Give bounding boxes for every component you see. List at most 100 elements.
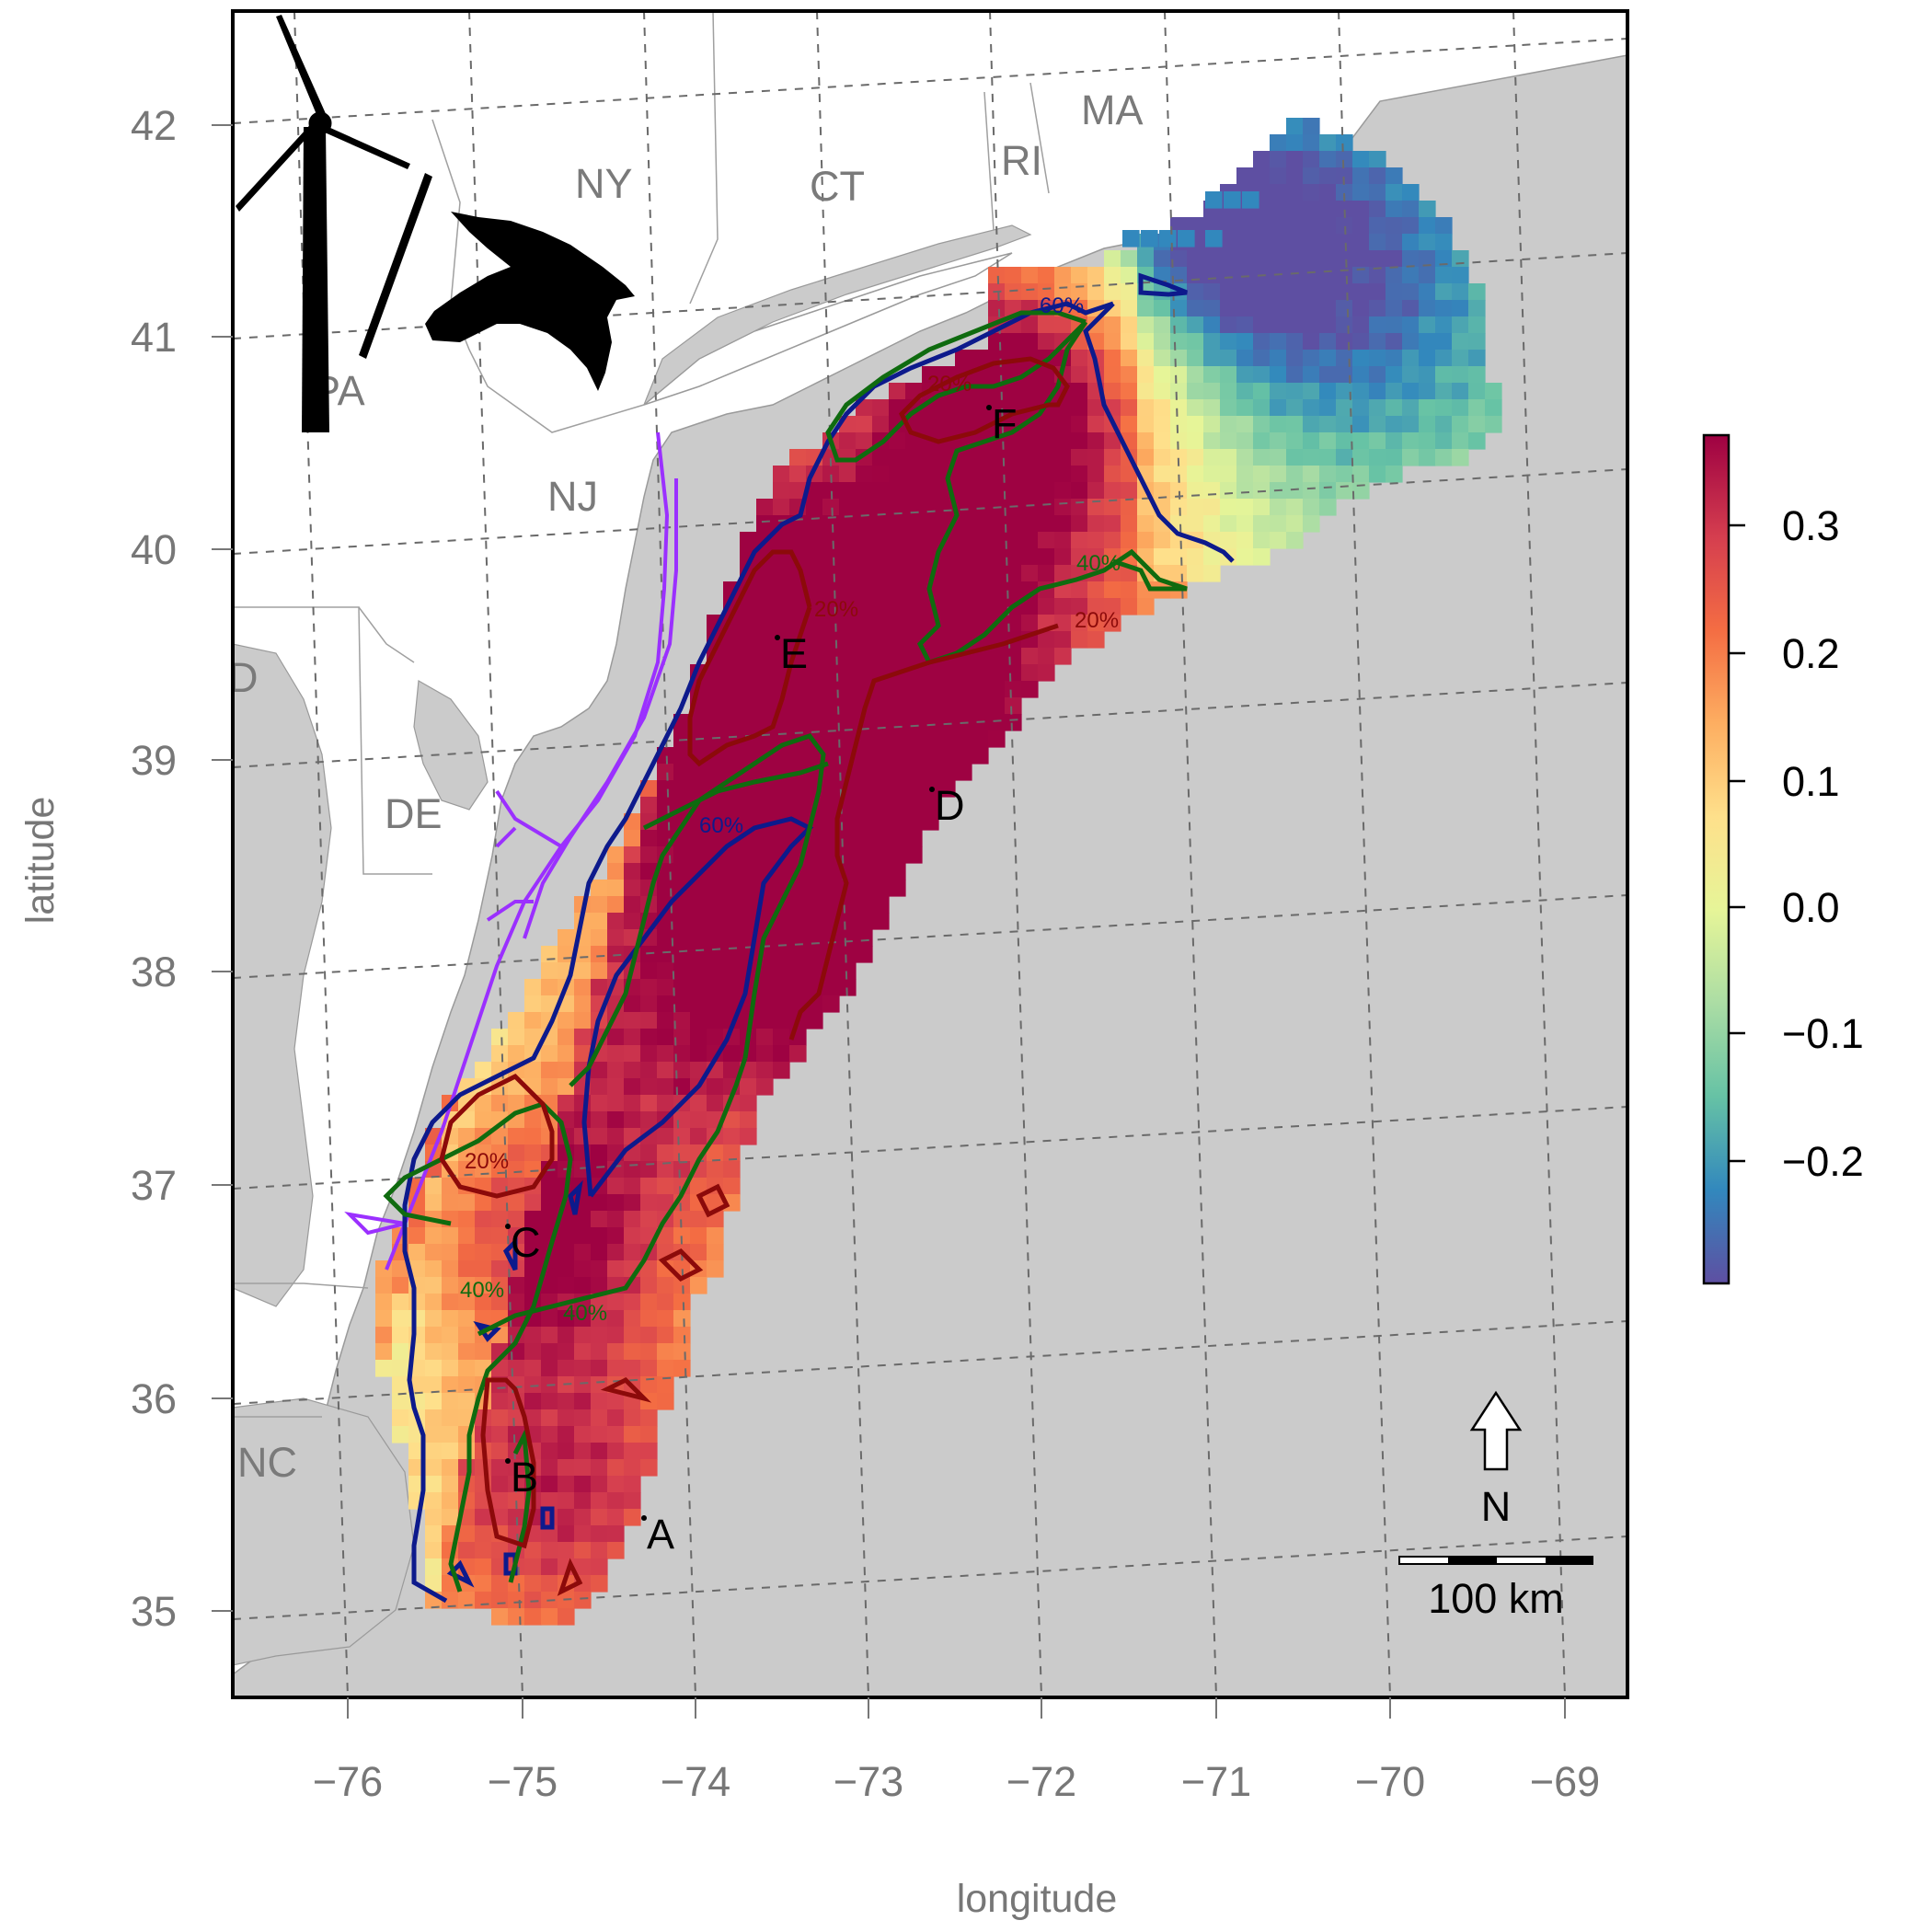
raster-cell bbox=[541, 1492, 558, 1510]
raster-cell bbox=[1137, 449, 1155, 466]
raster-cell bbox=[723, 913, 741, 930]
raster-cell bbox=[690, 1111, 707, 1129]
raster-cell bbox=[856, 548, 873, 566]
y-tick-label: 36 bbox=[131, 1375, 177, 1422]
raster-cell bbox=[640, 830, 658, 847]
raster-cell bbox=[1270, 515, 1287, 533]
raster-cell bbox=[690, 979, 707, 996]
raster-cell bbox=[1071, 283, 1088, 301]
raster-cell bbox=[1236, 217, 1254, 235]
raster-cell bbox=[1137, 333, 1155, 351]
raster-cell bbox=[938, 565, 956, 582]
raster-cell bbox=[955, 664, 972, 682]
raster-cell bbox=[607, 880, 625, 897]
raster-cell bbox=[574, 1393, 592, 1410]
raster-cell bbox=[442, 1592, 459, 1609]
raster-cell bbox=[1435, 350, 1453, 367]
raster-cell bbox=[806, 648, 823, 665]
raster-cell bbox=[872, 896, 890, 914]
raster-cell bbox=[1187, 366, 1204, 384]
raster-cell bbox=[922, 532, 939, 549]
raster-cell bbox=[690, 1277, 707, 1294]
raster-cell bbox=[1236, 316, 1254, 334]
raster-cell bbox=[938, 730, 956, 748]
raster-cell bbox=[408, 1244, 426, 1261]
raster-cell bbox=[508, 1227, 525, 1245]
raster-cell bbox=[889, 730, 906, 748]
raster-cell bbox=[1402, 217, 1420, 235]
raster-cell bbox=[1005, 466, 1022, 483]
raster-cell bbox=[872, 482, 890, 500]
raster-cell bbox=[673, 846, 691, 864]
raster-cell bbox=[922, 764, 939, 781]
raster-cell bbox=[789, 697, 807, 715]
raster-cell bbox=[806, 681, 823, 698]
raster-cell bbox=[591, 1327, 608, 1344]
raster-cell bbox=[1386, 184, 1403, 201]
raster-cell bbox=[955, 515, 972, 533]
raster-cell bbox=[1419, 250, 1436, 268]
raster-cell bbox=[872, 466, 890, 483]
raster-cell bbox=[773, 648, 790, 665]
raster-cell bbox=[1336, 167, 1353, 185]
raster-cell bbox=[839, 979, 857, 996]
raster-cell bbox=[1286, 267, 1304, 284]
raster-cell bbox=[1419, 300, 1436, 317]
state-label-nc: NC bbox=[237, 1439, 297, 1486]
raster-cell bbox=[425, 1459, 443, 1477]
raster-cell bbox=[1352, 333, 1370, 351]
raster-cell bbox=[541, 1211, 558, 1228]
raster-cell bbox=[1319, 482, 1337, 500]
raster-cell bbox=[723, 1178, 741, 1195]
raster-cell bbox=[558, 1327, 575, 1344]
raster-cell bbox=[673, 1128, 691, 1145]
chesapeake-bay bbox=[233, 643, 332, 1307]
raster-cell bbox=[1121, 366, 1138, 384]
raster-cell bbox=[1187, 283, 1204, 301]
raster-cell bbox=[1154, 383, 1171, 400]
raster-cell bbox=[541, 1409, 558, 1427]
raster-cell bbox=[872, 532, 890, 549]
raster-cell bbox=[591, 1310, 608, 1328]
raster-cell bbox=[591, 1476, 608, 1493]
raster-cell bbox=[541, 1277, 558, 1294]
raster-cell bbox=[657, 1012, 674, 1029]
raster-cell bbox=[640, 1426, 658, 1443]
raster-cell bbox=[856, 615, 873, 632]
raster-cell bbox=[889, 565, 906, 582]
raster-cell bbox=[541, 1062, 558, 1079]
raster-cell bbox=[458, 1327, 476, 1344]
y-axis bbox=[212, 124, 233, 1612]
raster-cell bbox=[1104, 432, 1121, 450]
raster-cell bbox=[607, 1244, 625, 1261]
x-tick-label: −69 bbox=[1530, 1758, 1600, 1805]
raster-cell bbox=[624, 1509, 641, 1526]
raster-cell bbox=[1402, 316, 1420, 334]
raster-cell bbox=[1220, 333, 1237, 351]
raster-cell bbox=[1435, 316, 1453, 334]
raster-cell bbox=[442, 1426, 459, 1443]
raster-cell bbox=[707, 880, 724, 897]
raster-cell bbox=[574, 1277, 592, 1294]
raster-cell bbox=[1054, 416, 1072, 433]
raster-cell bbox=[740, 913, 757, 930]
raster-cell bbox=[1141, 230, 1158, 247]
raster-cell bbox=[574, 1343, 592, 1361]
raster-cell bbox=[574, 1542, 592, 1559]
raster-cell bbox=[1336, 466, 1353, 483]
contour-label-20: 20% bbox=[814, 597, 858, 622]
raster-cell bbox=[1071, 515, 1088, 533]
raster-cell bbox=[1303, 366, 1320, 384]
raster-cell bbox=[905, 565, 923, 582]
raster-cell bbox=[541, 1078, 558, 1096]
raster-cell bbox=[607, 1211, 625, 1228]
raster-cell bbox=[972, 730, 989, 748]
raster-cell bbox=[856, 830, 873, 847]
raster-cell bbox=[773, 615, 790, 632]
raster-cell bbox=[1352, 184, 1370, 201]
raster-cell bbox=[905, 830, 923, 847]
raster-cell bbox=[1071, 581, 1088, 599]
raster-cell bbox=[541, 1194, 558, 1212]
raster-cell bbox=[1187, 300, 1204, 317]
raster-cell bbox=[1170, 416, 1188, 433]
